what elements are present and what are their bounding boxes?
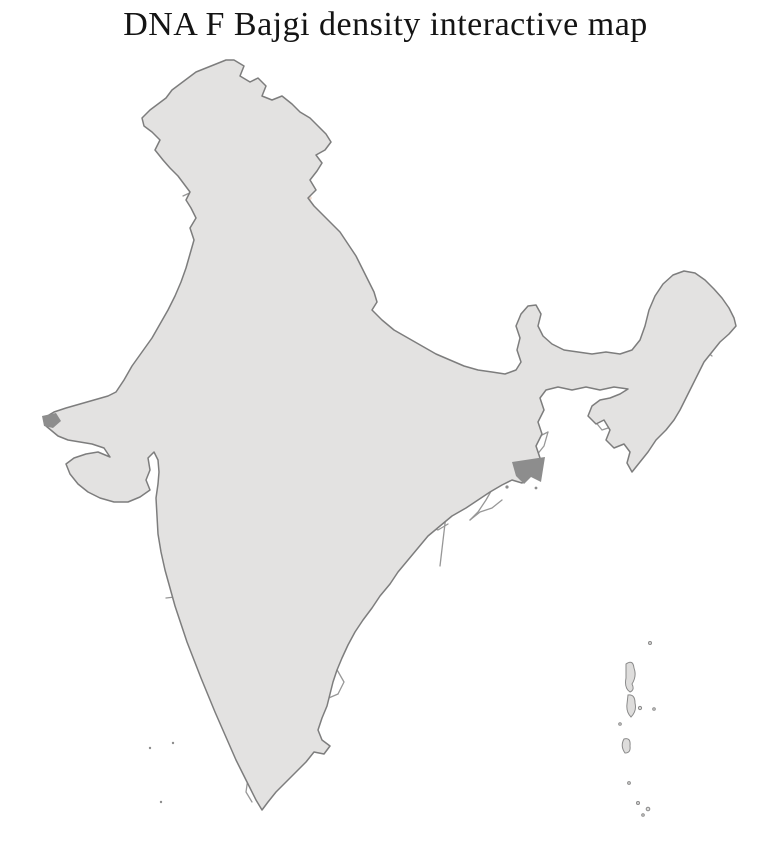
island xyxy=(625,661,636,693)
island xyxy=(159,800,163,804)
island xyxy=(636,801,640,805)
kutch-marsh-patch xyxy=(42,413,61,428)
island xyxy=(627,781,631,785)
island xyxy=(648,641,652,645)
island xyxy=(652,707,656,711)
state-border-wb-odisha xyxy=(469,499,503,521)
lakshadweep-islands[interactable] xyxy=(148,741,175,804)
island xyxy=(645,806,651,812)
marsh-patches xyxy=(42,413,545,490)
island xyxy=(148,746,152,750)
island xyxy=(641,813,645,817)
andaman-nicobar-islands[interactable] xyxy=(618,641,656,817)
island xyxy=(626,694,636,718)
island xyxy=(621,738,631,754)
map-title: DNA F Bajgi density interactive map xyxy=(123,6,648,43)
island xyxy=(618,722,622,726)
island xyxy=(637,705,643,711)
island xyxy=(171,741,175,745)
sundarbans-delta-patch xyxy=(512,457,545,484)
